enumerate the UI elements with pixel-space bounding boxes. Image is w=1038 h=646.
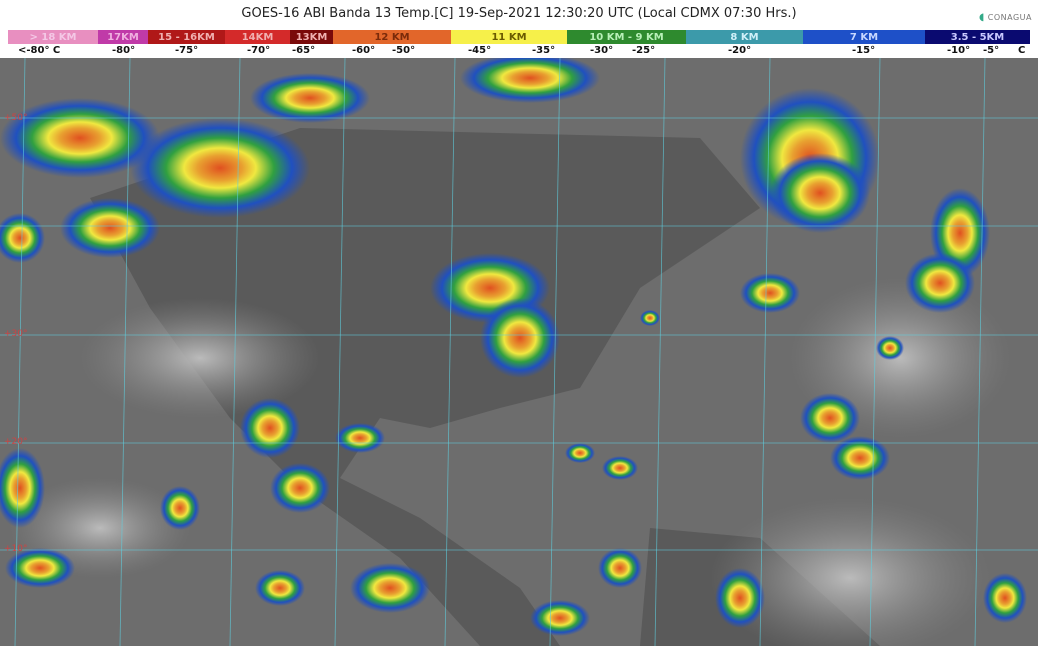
cloud-system [0, 448, 45, 528]
longitude-gridline [974, 58, 986, 646]
longitude-gridline [869, 58, 881, 646]
cloud-system [800, 393, 860, 443]
low-cloud [80, 298, 320, 418]
image-title: GOES-16 ABI Banda 13 Temp.[C] 19-Sep-202… [241, 6, 797, 21]
cloud-system [905, 253, 975, 313]
legend-segment: > 18 KM [8, 30, 98, 44]
cloud-system [350, 563, 430, 613]
temperature-label: -10° [947, 45, 971, 56]
cloud-system [770, 153, 870, 233]
altitude-color-legend: > 18 KM 17KM 15 - 16KM 14KM 13KM 12 KM 11 KM 10… [8, 30, 1030, 44]
temperature-label: -5° [983, 45, 1000, 56]
longitude-gridline [549, 58, 561, 646]
cloud-system [335, 423, 385, 453]
cloud-system [598, 548, 642, 588]
longitude-gridline [229, 58, 241, 646]
temperature-label: -65° [292, 45, 316, 56]
water-drop-icon: ◖ [978, 12, 985, 23]
temperature-label: -30° [590, 45, 614, 56]
legend-segment: 13KM [290, 30, 333, 44]
longitude-gridline [444, 58, 456, 646]
legend-segment: 17KM [98, 30, 148, 44]
legend-segment: 3.5 - 5KM [925, 30, 1030, 44]
temperature-label: -70° [247, 45, 271, 56]
cloud-system [130, 118, 310, 218]
cloud-system [602, 456, 638, 480]
cloud-system [480, 298, 560, 378]
temperature-label: <-80° C [18, 45, 61, 56]
cloud-system [5, 548, 75, 588]
temperature-label: -20° [728, 45, 752, 56]
cloud-system [0, 213, 45, 263]
temperature-label: -25° [632, 45, 656, 56]
latitude-label: +30° [4, 329, 28, 339]
latitude-label: +50° [4, 113, 28, 123]
low-cloud [710, 498, 990, 646]
longitude-gridline [654, 58, 666, 646]
cloud-system [255, 570, 305, 606]
legend-segment: 7 KM [803, 30, 925, 44]
cloud-system [983, 573, 1027, 623]
legend-segment: 12 KM [333, 30, 451, 44]
temperature-label: -35° [532, 45, 556, 56]
cloud-system [60, 198, 160, 258]
temperature-label: C [1018, 45, 1026, 56]
temperature-label: -45° [468, 45, 492, 56]
cloud-system [270, 463, 330, 513]
temperature-label: -60° [352, 45, 376, 56]
longitude-gridline [759, 58, 771, 646]
cloud-system [250, 73, 370, 123]
legend-segment: 8 KM [686, 30, 803, 44]
temperature-label: -80° [112, 45, 136, 56]
longitude-gridline [14, 58, 26, 646]
cloud-system [715, 568, 765, 628]
cloud-system [240, 398, 300, 458]
logo-text: CONAGUA [987, 13, 1032, 22]
legend-segment: 10 KM - 9 KM [567, 30, 686, 44]
latitude-label: +10° [4, 544, 28, 554]
legend-segment: 14KM [225, 30, 290, 44]
longitude-gridline [334, 58, 346, 646]
legend-segment: 11 KM [451, 30, 567, 44]
cloud-system [530, 600, 590, 636]
cloud-system [460, 58, 600, 103]
longitude-gridline [119, 58, 131, 646]
temperature-label: -75° [175, 45, 199, 56]
temperature-label: -50° [392, 45, 416, 56]
temperature-label: -15° [852, 45, 876, 56]
cloud-system [640, 310, 660, 326]
land-mass [90, 128, 760, 646]
cloud-system [876, 336, 904, 360]
cloud-system [740, 273, 800, 313]
temperature-scale: <-80° C -80° -75° -70° -65° -60° -50° -45° -35° -… [0, 45, 1038, 58]
cloud-system [830, 436, 890, 480]
legend-segment: 15 - 16KM [148, 30, 225, 44]
conagua-logo: ◖ CONAGUA [979, 12, 1032, 23]
satellite-map: +50° +30° +20° +10° [0, 58, 1038, 646]
infrared-imagery [0, 58, 1038, 646]
cloud-system [565, 443, 595, 463]
cloud-system [160, 486, 200, 530]
latitude-label: +20° [4, 437, 28, 447]
